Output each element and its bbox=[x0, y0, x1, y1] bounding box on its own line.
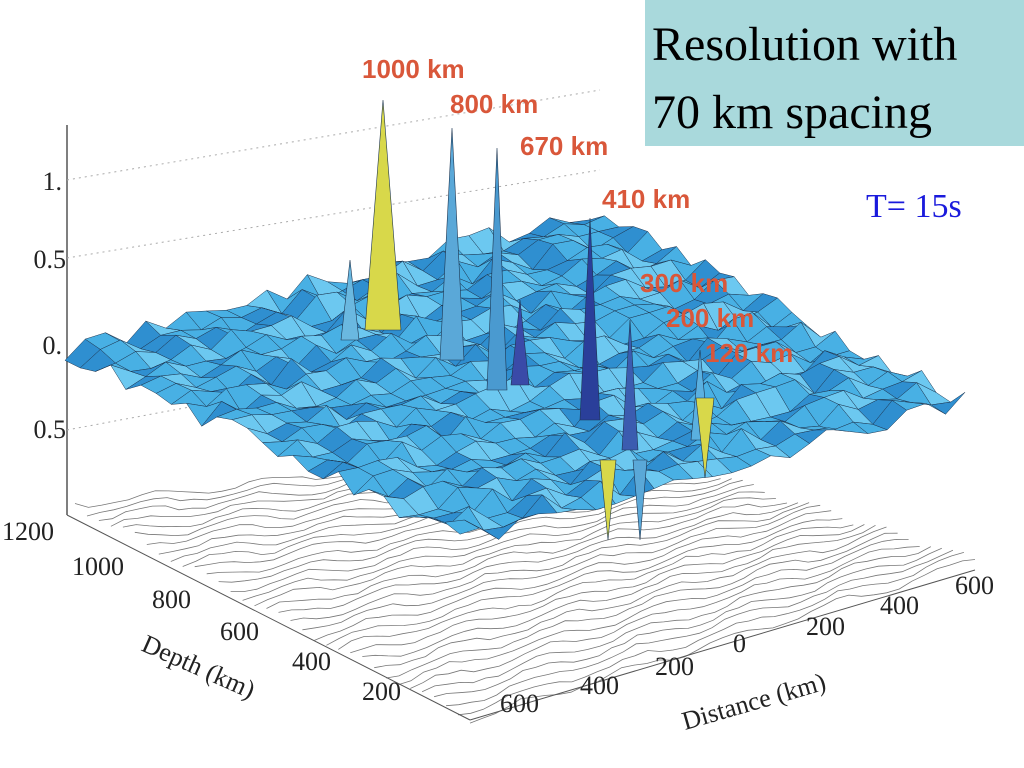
contour-line bbox=[314, 510, 832, 641]
spike bbox=[695, 397, 715, 479]
contour-line bbox=[326, 518, 843, 646]
distance-tick-label: 600 bbox=[500, 689, 539, 718]
contour-line bbox=[434, 547, 942, 698]
contour-line bbox=[421, 546, 931, 693]
annotation: 300 km bbox=[640, 268, 728, 298]
annotation: 410 km bbox=[602, 184, 690, 214]
depth-tick-label: 1200 bbox=[2, 517, 54, 546]
z-tick-label: 1. bbox=[43, 167, 63, 196]
depth-tick-label: 400 bbox=[292, 647, 331, 676]
contour-line bbox=[338, 524, 854, 650]
annotation: 1000 km bbox=[362, 54, 465, 84]
spike bbox=[439, 127, 465, 361]
distance-tick-label: 600 bbox=[955, 571, 994, 600]
contour-line bbox=[254, 497, 776, 607]
distance-tick-label: 200 bbox=[655, 652, 694, 681]
surface-cell bbox=[930, 392, 966, 415]
z-tick-label: 0.5 bbox=[34, 245, 67, 274]
contour-line bbox=[290, 502, 810, 621]
contour-line bbox=[386, 532, 898, 679]
contour-line bbox=[410, 546, 920, 689]
spike bbox=[364, 99, 402, 331]
contour-line bbox=[302, 504, 821, 631]
annotation: 120 km bbox=[705, 338, 793, 368]
title-line: 70 km spacing bbox=[652, 86, 932, 139]
spike bbox=[599, 459, 617, 541]
contour-line bbox=[374, 526, 887, 669]
contour-line bbox=[446, 549, 954, 707]
distance-tick-label: 400 bbox=[880, 591, 919, 620]
contour-line bbox=[350, 524, 865, 654]
distance-axis-line bbox=[469, 569, 976, 721]
depth-tick-label: 800 bbox=[152, 585, 191, 614]
surface bbox=[64, 215, 966, 540]
z-tick-label: 0.5 bbox=[34, 415, 67, 444]
spikes bbox=[340, 99, 715, 541]
period-label: T= 15s bbox=[866, 188, 962, 225]
contour-line bbox=[457, 552, 965, 716]
distance-tick-label: 200 bbox=[806, 612, 845, 641]
annotation: 200 km bbox=[666, 303, 754, 333]
grid-line bbox=[66, 89, 601, 181]
contour-line bbox=[218, 479, 743, 583]
spike bbox=[632, 459, 648, 541]
distance-tick-label: 400 bbox=[580, 671, 619, 700]
spike bbox=[510, 299, 530, 386]
contour-line bbox=[398, 538, 909, 686]
contour-line bbox=[362, 524, 876, 657]
depth-tick-label: 1000 bbox=[72, 552, 124, 581]
spike bbox=[486, 147, 508, 391]
contour-line bbox=[278, 502, 799, 613]
z-tick-label: 0. bbox=[43, 331, 63, 360]
spike bbox=[579, 217, 601, 421]
contour-line bbox=[242, 491, 765, 601]
depth-axis-line bbox=[66, 514, 471, 721]
contour-line bbox=[230, 484, 754, 592]
contour-floor bbox=[74, 436, 976, 724]
depth-tick-label: 200 bbox=[362, 677, 401, 706]
contour-line bbox=[266, 502, 788, 609]
title-line: Resolution with bbox=[652, 18, 957, 71]
annotation: 800 km bbox=[450, 89, 538, 119]
title-box bbox=[645, 0, 1024, 146]
distance-tick-label: 0 bbox=[733, 629, 746, 658]
depth-tick-label: 600 bbox=[220, 617, 259, 646]
spike bbox=[340, 259, 360, 341]
grid-line bbox=[66, 169, 601, 259]
spike bbox=[621, 319, 639, 451]
distance-axis-label: Distance (km) bbox=[679, 667, 829, 736]
annotation: 670 km bbox=[520, 131, 608, 161]
